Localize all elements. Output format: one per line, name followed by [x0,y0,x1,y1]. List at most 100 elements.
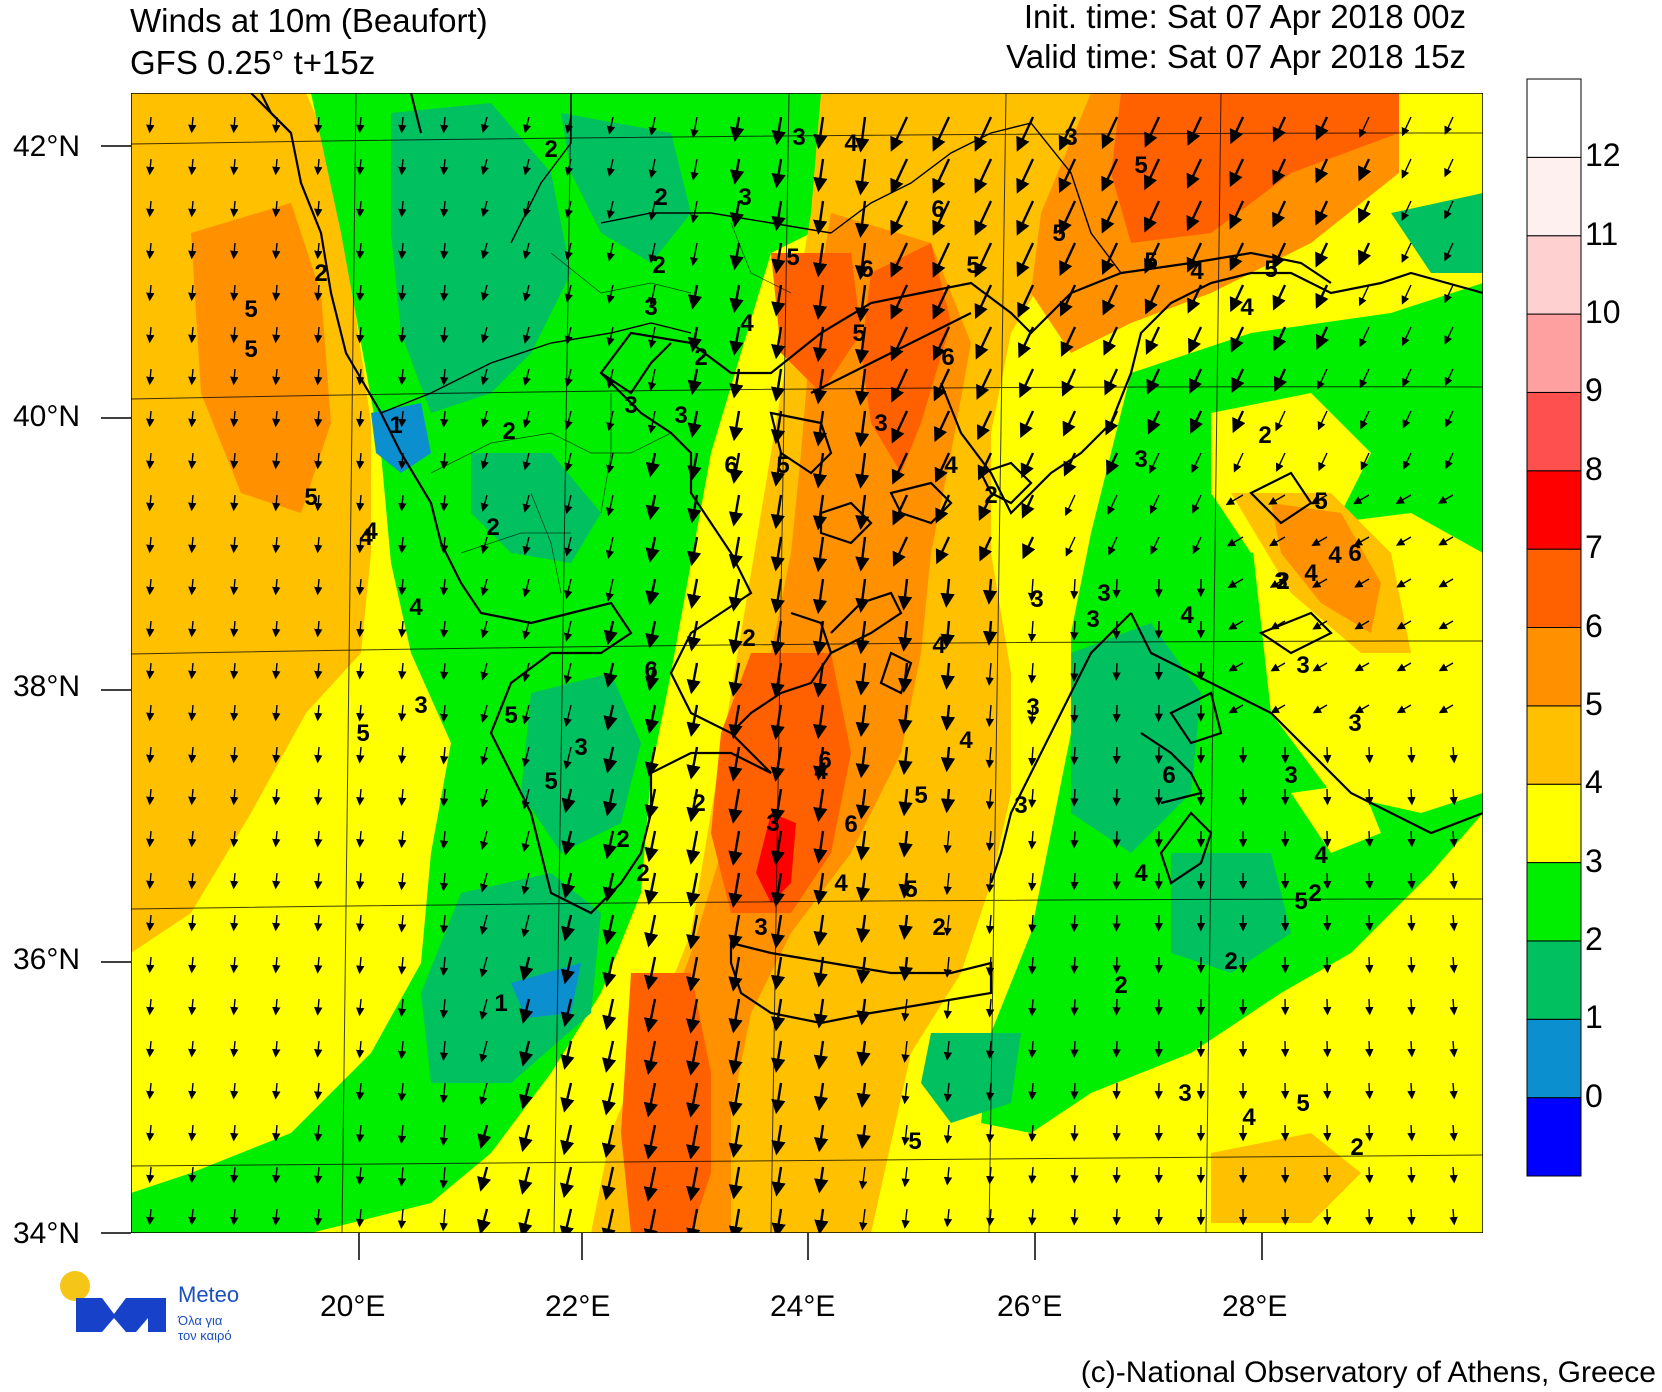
wind-arrow [398,452,407,470]
wind-arrow [813,1082,829,1112]
wind-arrow [975,326,993,360]
wind-arrow [1112,1040,1121,1058]
wind-arrow [1407,956,1416,974]
contour-label: 2 [652,252,665,279]
wind-arrow [985,914,995,935]
wind-arrow [439,1040,449,1061]
wind-arrow [974,158,993,194]
wind-arrow [1401,200,1412,221]
wind-arrow [230,116,239,134]
wind-arrow [729,368,744,399]
wind-arrows [146,116,1458,1233]
wind-arrow [605,578,614,602]
logo-tagline: τον καιρό [178,1328,232,1343]
wind-arrow [522,494,531,513]
contour-label: 3 [1134,446,1147,473]
wind-arrow [1108,536,1118,556]
wind-arrow [606,158,616,177]
wind-arrow [1230,326,1245,353]
wind-arrow [188,116,197,134]
wind-arrow [398,410,407,428]
wind-arrow [855,704,870,737]
wind-arrow [314,1166,323,1185]
wind-arrow [146,578,155,596]
wind-arrow [1449,1166,1458,1184]
wind-arrow [985,998,995,1018]
contour-label: 2 [314,260,327,287]
contour-label: 5 [504,702,517,729]
wind-arrow [563,704,572,727]
wind-arrow [440,620,449,639]
wind-arrow [188,410,197,428]
wind-arrow [1269,536,1286,547]
wind-arrow [1315,326,1329,350]
wind-arrow [854,200,870,238]
wind-arrow [1228,704,1244,714]
wind-arrow [356,914,365,932]
wind-arrow [1144,116,1161,148]
wind-arrow [230,830,239,848]
wind-arrow [561,830,576,856]
wind-arrow [943,956,952,978]
wind-arrow [1070,914,1079,933]
lon-label: 28°E [1222,1290,1288,1323]
wind-arrow [1323,872,1332,890]
wind-arrow [943,872,952,895]
wind-arrow [188,704,197,722]
wind-arrow [230,620,239,638]
wind-arrow [398,956,407,975]
wind-arrow [812,620,828,656]
wind-arrow [439,1124,449,1147]
wind-arrow [686,788,701,823]
wind-arrow [188,284,197,302]
wind-arrow [356,830,365,848]
wind-arrow [146,956,155,974]
wind-arrow [690,116,699,138]
wind-arrow [1438,704,1454,714]
wind-arrow [272,1040,281,1058]
wind-arrow [440,536,449,554]
wind-arrow [314,242,323,260]
contour-label: 3 [738,184,751,211]
wind-arrow [230,704,239,722]
wind-arrow [1449,1040,1458,1058]
wind-arrow [564,242,573,261]
wind-arrow [230,1040,239,1058]
colorbar-label: 2 [1585,920,1603,957]
contour-label: 6 [860,256,873,283]
lat-label: 40°N [12,400,80,433]
wind-arrow [230,1082,239,1100]
wind-arrow [439,956,449,977]
wind-arrow [1365,1040,1374,1058]
wind-arrow [890,326,909,362]
wind-arrow [1449,1208,1458,1226]
contour-label: 3 [766,810,779,837]
wind-arrow [1402,452,1412,470]
wind-arrow [940,746,956,773]
copyright-credit: (c)-National Observatory of Athens, Gree… [1080,1356,1656,1389]
wind-arrow [985,830,995,852]
wind-arrow [1407,872,1416,890]
wind-arrow [1323,1124,1332,1142]
contour-label: 2 [502,418,515,445]
wind-arrow [770,662,785,698]
wind-arrow [439,1082,449,1104]
wind-arrow [1357,200,1372,224]
wind-arrow [1149,452,1160,474]
wind-arrow [1407,1124,1416,1142]
wind-arrow [1315,284,1329,309]
wind-arrow [1315,200,1329,226]
contour-label: 5 [1134,152,1147,179]
wind-arrow [398,116,407,134]
wind-arrow [602,872,617,902]
wind-arrow [440,116,449,134]
wind-arrow [1106,452,1120,476]
contour-label: 6 [941,344,954,371]
wind-arrow [1112,914,1121,932]
wind-arrow [686,830,701,865]
wind-arrow [521,872,530,895]
wind-arrow [728,620,743,655]
wind-arrow [901,1166,910,1188]
wind-arrow [901,1208,910,1229]
wind-arrow [1147,410,1161,435]
